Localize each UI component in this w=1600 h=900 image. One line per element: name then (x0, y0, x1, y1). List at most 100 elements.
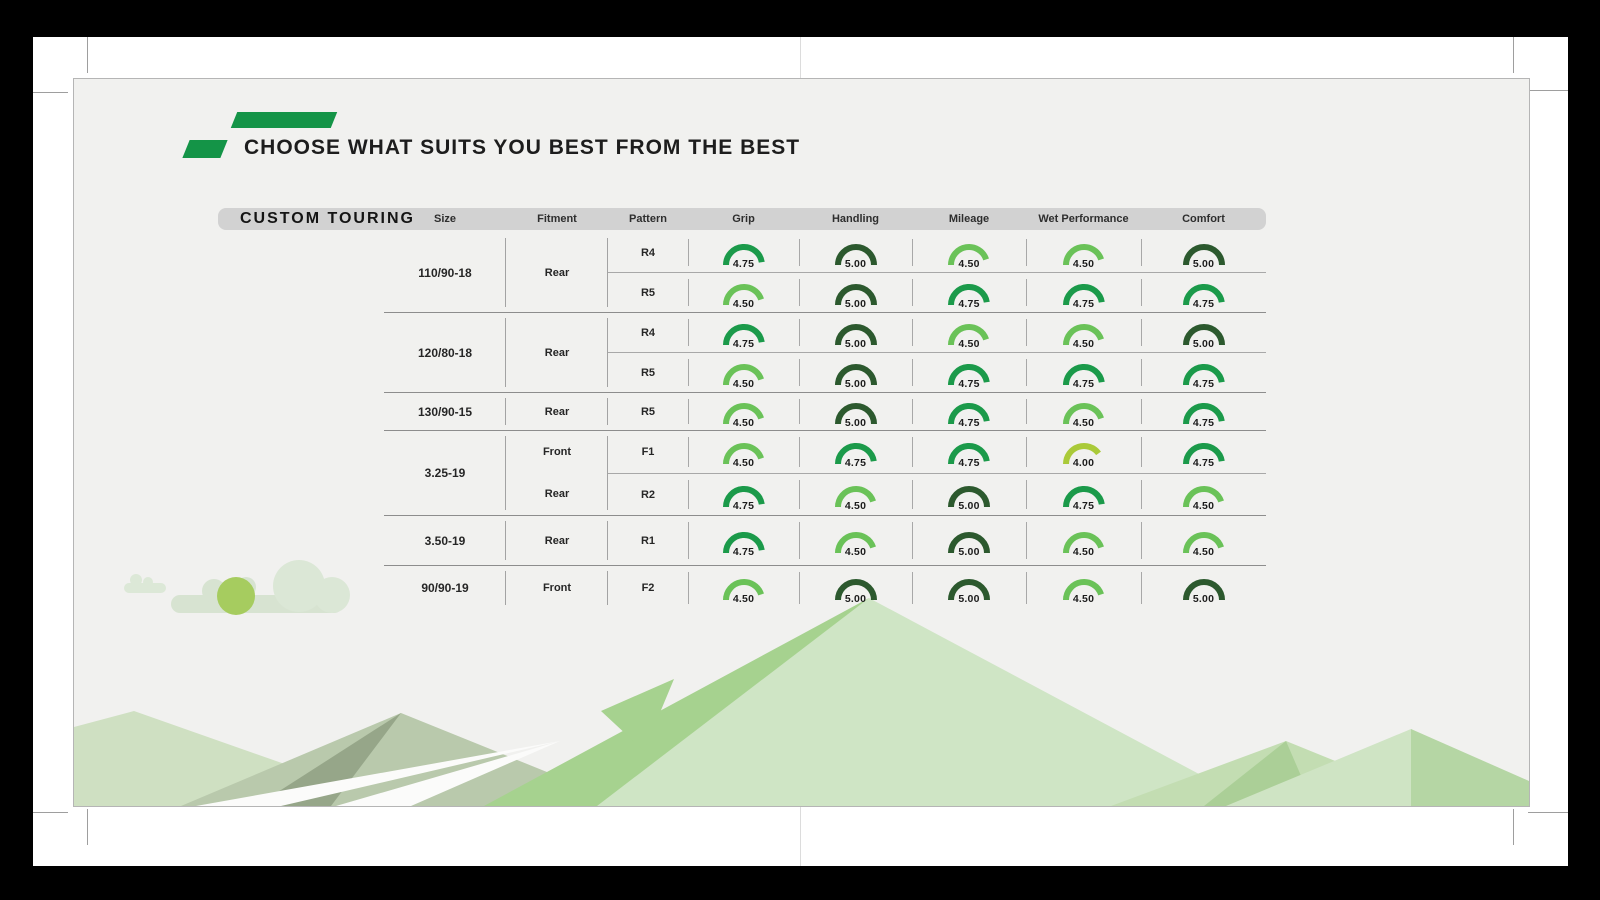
pattern-cell: R4 (640, 246, 656, 259)
gauge-value: 4.50 (1192, 499, 1215, 512)
rating-gauge: 4.75 (912, 353, 1026, 392)
table-row-group: 3.25-19 Front Rear F1 4.50 4.75 4.75 (384, 430, 1266, 515)
gauge-arc-icon (834, 243, 877, 265)
gauge: 4.75 (1176, 278, 1232, 310)
gauge-arc-icon (834, 402, 877, 424)
gauge-arc-icon (834, 485, 876, 507)
rating-gauge: 4.75 (688, 313, 799, 352)
rating-gauge: 5.00 (912, 566, 1026, 610)
fitment-label: Rear (544, 487, 570, 500)
gauge-arc-icon (1182, 243, 1225, 265)
gauge-value: 4.75 (958, 377, 980, 390)
fitment-cell: Front Rear (506, 431, 608, 515)
gauge-arc-icon (834, 323, 877, 345)
gauge-arc-icon (722, 531, 765, 553)
gauge: 4.75 (941, 397, 997, 429)
size-cell: 130/90-15 (384, 393, 506, 430)
pattern-cell: R1 (640, 534, 656, 547)
pattern-cell: R5 (640, 366, 656, 379)
gauge-arc-icon (1062, 531, 1104, 553)
gauge-arc-icon (722, 485, 765, 507)
gauge-value: 4.75 (1192, 377, 1215, 390)
gauge-value: 4.50 (732, 593, 755, 605)
fitment-label: Rear (544, 534, 570, 547)
pattern-cell: F1 (641, 446, 655, 458)
fitment-cell: Rear (506, 313, 608, 392)
pattern-rows: F2 4.50 5.00 5.00 4.50 (608, 566, 1266, 610)
gauge-value: 4.50 (844, 499, 867, 512)
gauge-arc-icon (1182, 443, 1225, 465)
rating-gauge: 4.50 (1141, 516, 1266, 565)
rating-gauge: 4.75 (1026, 353, 1141, 392)
gauge: 5.00 (828, 358, 884, 390)
gauge-value: 4.00 (1072, 457, 1095, 469)
gauge: 5.00 (1176, 318, 1232, 350)
gauge-arc-icon (722, 283, 764, 305)
rating-gauge: 5.00 (799, 233, 912, 272)
gauge: 4.75 (716, 526, 772, 558)
rating-gauge: 4.50 (799, 474, 912, 515)
gauge-arc-icon (1062, 363, 1105, 385)
gauge: 4.75 (941, 358, 997, 390)
rating-gauge: 4.50 (1026, 566, 1141, 610)
crop-mark (1528, 90, 1568, 91)
column-header: Handling (831, 213, 880, 225)
gauge-value: 4.50 (1072, 337, 1095, 350)
table-row: R4 4.75 5.00 4.50 4.50 (608, 233, 1266, 272)
rating-gauge: 4.75 (1141, 353, 1266, 392)
table-row: F2 4.50 5.00 5.00 4.50 (608, 566, 1266, 610)
gauge-value: 5.00 (958, 545, 980, 558)
table-row-group: 120/80-18 Rear R4 4.75 5.00 4.50 (384, 312, 1266, 392)
gauge-arc-icon (1062, 485, 1105, 507)
gauge: 5.00 (828, 318, 884, 350)
gauge-value: 5.00 (844, 257, 867, 270)
rating-gauge: 4.50 (1026, 313, 1141, 352)
rating-gauge: 4.50 (688, 353, 799, 392)
gauge-arc-icon (1062, 323, 1104, 345)
gauge: 4.50 (1056, 397, 1112, 429)
gauge-arc-icon (722, 323, 765, 345)
gauge-arc-icon (1182, 323, 1225, 345)
pattern-cell: R2 (640, 488, 656, 501)
comparison-table: 110/90-18 Rear R4 4.75 5.00 4.50 (384, 233, 1266, 610)
gauge: 4.75 (941, 278, 997, 310)
gauge-arc-icon (1062, 283, 1105, 305)
gauge-value: 4.75 (958, 297, 980, 310)
gauge: 4.00 (1056, 437, 1112, 469)
rating-gauge: 4.75 (688, 516, 799, 565)
brochure-page: CHOOSE WHAT SUITS YOU BEST FROM THE BEST… (33, 37, 1568, 866)
pattern-rows: R5 4.50 5.00 4.75 4.50 (608, 393, 1266, 430)
gauge: 4.50 (828, 480, 884, 512)
gauge-value: 4.50 (732, 416, 755, 429)
gauge-value: 4.50 (1192, 545, 1215, 558)
gauge-arc-icon (1182, 402, 1225, 424)
gauge: 4.50 (1176, 526, 1232, 558)
rating-gauge: 5.00 (799, 353, 912, 392)
rating-gauge: 4.75 (912, 393, 1026, 430)
landscape-illustration (74, 560, 1529, 806)
gauge-value: 4.75 (732, 499, 755, 512)
gauge: 4.50 (1056, 318, 1112, 350)
crop-mark (1513, 809, 1514, 845)
gauge: 4.50 (1056, 526, 1112, 558)
gauge-value: 5.00 (844, 593, 867, 605)
pattern-rows: R1 4.75 4.50 5.00 4.50 (608, 516, 1266, 565)
gauge: 4.50 (716, 397, 772, 429)
rating-gauge: 4.50 (912, 313, 1026, 352)
size-cell: 90/90-19 (384, 566, 506, 610)
rating-gauge: 4.50 (688, 273, 799, 312)
gauge-arc-icon (948, 363, 990, 385)
rating-gauge: 5.00 (799, 393, 912, 430)
pattern-cell: F2 (641, 582, 655, 594)
size-cell: 120/80-18 (384, 313, 506, 392)
crop-mark (87, 809, 88, 845)
gauge-arc-icon (722, 243, 765, 265)
rating-gauge: 4.50 (1026, 393, 1141, 430)
gauge-value: 4.50 (1072, 593, 1095, 605)
table-row: R5 4.50 5.00 4.75 4.75 (608, 272, 1266, 312)
gauge: 4.50 (1056, 573, 1112, 605)
gauge-arc-icon (1182, 363, 1225, 385)
pattern-rows: F1 4.50 4.75 4.75 4.00 (608, 431, 1266, 515)
gauge-arc-icon (722, 402, 764, 424)
gauge-arc-icon (1062, 402, 1104, 424)
